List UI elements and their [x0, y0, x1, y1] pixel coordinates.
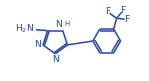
Text: N: N — [34, 40, 41, 49]
Text: H: H — [65, 21, 70, 27]
Text: $\mathregular{H_2N}$: $\mathregular{H_2N}$ — [15, 23, 34, 35]
Text: N: N — [55, 20, 62, 29]
Text: F: F — [121, 6, 126, 15]
Text: F: F — [124, 15, 129, 24]
Text: N: N — [52, 55, 59, 64]
Text: F: F — [105, 7, 110, 16]
